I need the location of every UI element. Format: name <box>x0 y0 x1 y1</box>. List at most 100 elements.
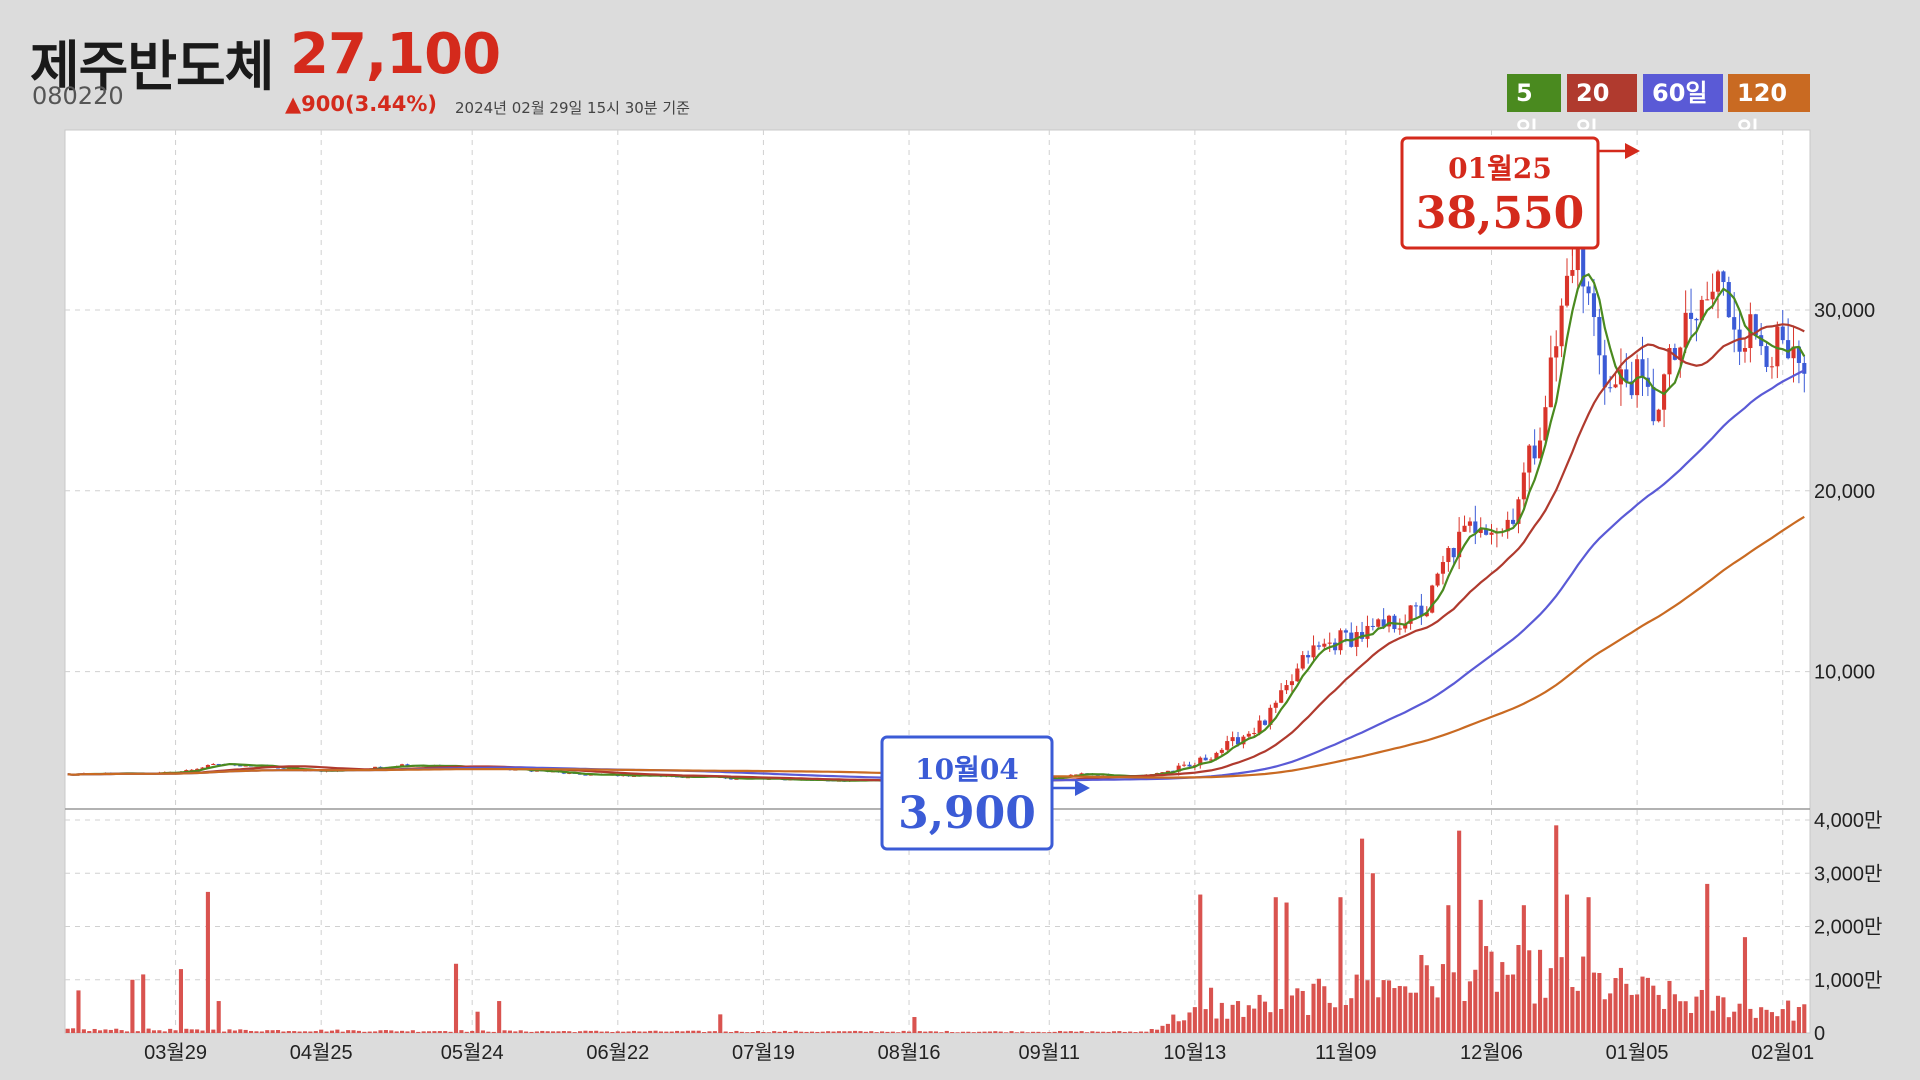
candle-body <box>1306 655 1311 658</box>
candle-body <box>1667 348 1672 375</box>
volume-bar <box>1187 1012 1192 1033</box>
volume-bar <box>561 1031 566 1033</box>
volume-bar <box>1295 988 1300 1033</box>
low-callout: 10월04 3,900 <box>880 735 1090 851</box>
volume-bar <box>1068 1031 1073 1033</box>
candle-body <box>1645 377 1650 387</box>
volume-bar <box>1667 980 1672 1033</box>
volume-bar <box>1473 969 1478 1033</box>
candle-body <box>1624 369 1629 382</box>
volume-bar <box>858 1031 863 1033</box>
candle-body <box>195 768 200 770</box>
volume-bar <box>1796 1007 1801 1033</box>
candle-body <box>1796 346 1801 363</box>
volume-bar <box>491 1031 496 1033</box>
volume-bar <box>820 1031 825 1033</box>
candle-body <box>1764 346 1769 367</box>
volume-bar <box>1306 1014 1311 1033</box>
x-tick-label: 06월22 <box>586 1041 649 1064</box>
volume-bar <box>432 1031 437 1033</box>
x-tick-label: 05월24 <box>441 1041 504 1064</box>
volume-bar <box>405 1031 410 1033</box>
volume-bar <box>1074 1031 1079 1033</box>
volume-bar <box>610 1031 615 1033</box>
high-date: 01월25 <box>1448 152 1552 185</box>
candle-body <box>1753 314 1758 336</box>
volume-bar <box>1111 1031 1117 1033</box>
volume-bar <box>1370 873 1375 1033</box>
candle-body <box>281 768 286 770</box>
volume-bar <box>1219 1002 1224 1033</box>
volume-bar <box>885 1031 890 1033</box>
volume-bar <box>486 1031 491 1033</box>
volume-bar <box>1656 994 1661 1033</box>
volume-bar <box>1753 1017 1758 1033</box>
volume-bar <box>626 1031 631 1033</box>
candle-body <box>1182 764 1187 766</box>
candle-body <box>1564 275 1570 306</box>
volume-bar <box>346 1030 351 1033</box>
volume-bar <box>1419 954 1424 1033</box>
volume-bar <box>1273 897 1278 1033</box>
volume-bar <box>1780 1009 1785 1033</box>
candle-body <box>1322 643 1327 647</box>
volume-bar <box>896 1032 901 1033</box>
volume-bar <box>583 1030 588 1033</box>
candle-body <box>1397 628 1402 630</box>
volume-bar <box>1527 950 1532 1033</box>
candle-body <box>1446 548 1451 563</box>
candle-body <box>200 767 205 769</box>
volume-bar <box>1101 1031 1106 1033</box>
volume-bar <box>302 1031 308 1033</box>
candle-body <box>1473 521 1478 533</box>
candle-body <box>1689 312 1694 319</box>
volume-bar <box>146 1028 151 1033</box>
volume-bar <box>772 1031 777 1033</box>
candle-body <box>211 763 216 765</box>
x-tick-label: 03월29 <box>144 1041 207 1064</box>
volume-bar <box>604 1031 610 1033</box>
legend-ma60[interactable]: 60일 <box>1643 74 1723 112</box>
candle-body <box>1575 246 1580 271</box>
volume-bar <box>642 1031 647 1033</box>
volume-bar <box>1063 1031 1068 1033</box>
volume-bar <box>189 1029 194 1033</box>
volume-bar <box>92 1028 97 1033</box>
volume-bar <box>745 1032 750 1033</box>
volume-bar <box>103 1029 108 1033</box>
volume-bar <box>1004 1032 1009 1033</box>
volume-bar <box>755 1030 761 1033</box>
volume-bar <box>1451 972 1456 1033</box>
volume-bar <box>1155 1029 1160 1033</box>
volume-bar <box>130 979 135 1033</box>
candle-body <box>1424 612 1429 617</box>
candle-body <box>1160 772 1165 774</box>
candle-body <box>1656 409 1661 422</box>
candle-body <box>734 778 739 780</box>
volume-bar <box>1484 946 1489 1033</box>
legend-ma5[interactable]: 5일 <box>1507 74 1561 145</box>
volume-bar <box>594 1030 599 1033</box>
candle-body <box>1262 720 1268 725</box>
volume-bar <box>416 1031 421 1033</box>
volume-bar <box>1284 902 1289 1033</box>
volume-bar <box>1651 985 1656 1033</box>
volume-bar <box>847 1031 852 1033</box>
volume-bar <box>1090 1031 1095 1033</box>
volume-bar <box>335 1029 340 1033</box>
volume-bar <box>831 1031 836 1033</box>
volume-bar <box>1203 1009 1208 1033</box>
volume-bar <box>723 1031 728 1033</box>
volume-bar <box>1430 986 1435 1033</box>
volume-bar <box>383 1030 388 1033</box>
candle-body <box>1683 312 1688 348</box>
volume-bar <box>1570 987 1575 1033</box>
candle-body <box>1403 623 1408 629</box>
candle-body <box>1440 562 1446 574</box>
candle-body <box>1176 765 1181 772</box>
volume-bar <box>232 1030 237 1033</box>
candle-body <box>583 774 588 776</box>
volume-bar <box>993 1031 998 1033</box>
volume-bar <box>173 1030 178 1033</box>
candle-body <box>1467 521 1472 526</box>
